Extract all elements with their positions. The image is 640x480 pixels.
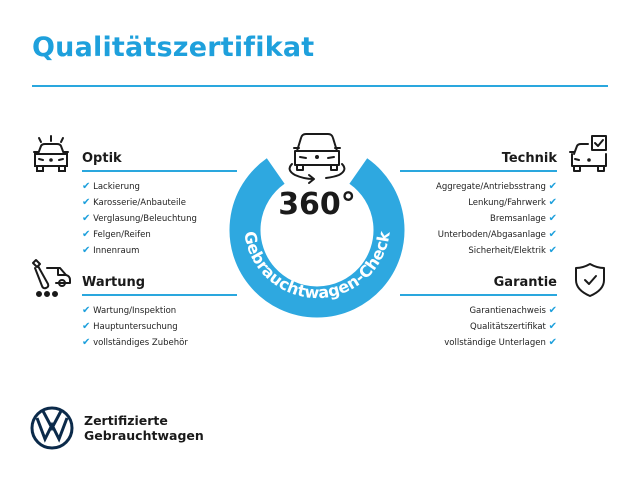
check-icon: ✔ — [548, 337, 557, 348]
section-heading-garantie: Garantie — [493, 275, 557, 290]
car-rotate-360-icon — [288, 133, 346, 184]
list-item-label: vollständige Unterlagen — [444, 338, 546, 348]
check-icon: ✔ — [82, 337, 91, 348]
list-item-label: Innenraum — [93, 246, 140, 256]
check-icon: ✔ — [82, 321, 91, 332]
list-item: vollständige Unterlagen ✔ — [444, 335, 557, 351]
check-icon: ✔ — [548, 321, 557, 332]
list-item-label: Lackierung — [93, 182, 140, 192]
check-icon: ✔ — [82, 305, 91, 316]
technik-list: Aggregate/Antriebsstrang ✔ Lenkung/Fahrwe… — [436, 179, 557, 259]
list-item: Unterboden/Abgasanlage ✔ — [436, 227, 557, 243]
list-item: ✔ Hauptuntersuchung — [82, 319, 188, 335]
list-item-label: Felgen/Reifen — [93, 230, 151, 240]
list-item-label: Unterboden/Abgasanlage — [437, 230, 546, 240]
list-item-label: Bremsanlage — [490, 214, 546, 224]
list-item-label: Lenkung/Fahrwerk — [468, 198, 546, 208]
list-item-label: vollständiges Zubehör — [93, 338, 188, 348]
section-heading-wartung: Wartung — [82, 275, 146, 290]
list-item-label: Karosserie/Anbauteile — [93, 198, 186, 208]
car-lights-icon — [33, 135, 69, 172]
list-item: ✔ Karosserie/Anbauteile — [82, 195, 197, 211]
check-icon: ✔ — [82, 213, 91, 224]
page-title: Qualitätszertifikat — [32, 32, 315, 63]
technik-divider — [400, 170, 557, 172]
garantie-divider — [400, 294, 557, 296]
list-item-label: Wartung/Inspektion — [93, 306, 177, 316]
list-item: Aggregate/Antriebsstrang ✔ — [436, 179, 557, 195]
section-heading-technik: Technik — [501, 151, 557, 166]
check-icon: ✔ — [548, 305, 557, 316]
section-heading-optik: Optik — [82, 151, 122, 166]
list-item: ✔ vollständiges Zubehör — [82, 335, 188, 351]
wartung-list: ✔ Wartung/Inspektion ✔ Hauptuntersuchung ✔… — [82, 303, 188, 351]
shield-check-icon — [575, 263, 605, 297]
list-item: ✔ Wartung/Inspektion — [82, 303, 188, 319]
list-item-label: Sicherheit/Elektrik — [468, 246, 546, 256]
list-item: Lenkung/Fahrwerk ✔ — [436, 195, 557, 211]
check-icon: ✔ — [548, 181, 557, 192]
ring-arc — [229, 158, 405, 318]
check-icon: ✔ — [548, 229, 557, 240]
check-icon: ✔ — [82, 229, 91, 240]
wartung-divider — [82, 294, 237, 296]
check-icon: ✔ — [548, 213, 557, 224]
list-item: ✔ Innenraum — [82, 243, 197, 259]
check-icon: ✔ — [548, 197, 557, 208]
list-item: Qualitätszertifikat ✔ — [444, 319, 557, 335]
list-item-label: Garantienachweis — [469, 306, 546, 316]
brand-line-1: Zertifizierte — [84, 413, 168, 428]
list-item: ✔ Lackierung — [82, 179, 197, 195]
check-icon: ✔ — [548, 245, 557, 256]
list-item-label: Verglasung/Beleuchtung — [93, 214, 197, 224]
check-icon: ✔ — [82, 197, 91, 208]
list-item: Bremsanlage ✔ — [436, 211, 557, 227]
list-item: ✔ Felgen/Reifen — [82, 227, 197, 243]
title-divider — [32, 85, 608, 87]
list-item: Garantienachweis ✔ — [444, 303, 557, 319]
optik-divider — [82, 170, 237, 172]
check-icon: ✔ — [82, 181, 91, 192]
list-item: ✔ Verglasung/Beleuchtung — [82, 211, 197, 227]
brand-text: Zertifizierte Gebrauchtwagen — [84, 413, 204, 443]
optik-list: ✔ Lackierung ✔ Karosserie/Anbauteile ✔ Ver… — [82, 179, 197, 259]
vw-logo — [30, 406, 74, 450]
360-label: 360° — [278, 187, 356, 222]
gebrauchtwagen-check-ring: Gebrauchtwagen-Check 360° — [229, 133, 405, 318]
list-item-label: Hauptuntersuchung — [93, 322, 178, 332]
service-truck-icon — [32, 259, 71, 297]
garantie-list: Garantienachweis ✔ Qualitätszertifikat ✔ v… — [444, 303, 557, 351]
list-item: Sicherheit/Elektrik ✔ — [436, 243, 557, 259]
list-item-label: Aggregate/Antriebsstrang — [436, 182, 546, 192]
brand-line-2: Gebrauchtwagen — [84, 428, 204, 443]
check-icon: ✔ — [82, 245, 91, 256]
list-item-label: Qualitätszertifikat — [470, 322, 546, 332]
car-checkbox-icon — [569, 135, 607, 172]
